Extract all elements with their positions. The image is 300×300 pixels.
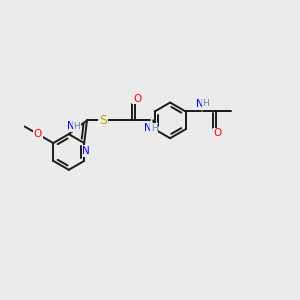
- Text: N: N: [67, 121, 75, 131]
- Text: S: S: [99, 114, 107, 127]
- Text: O: O: [214, 128, 222, 138]
- Text: O: O: [133, 94, 141, 103]
- Text: O: O: [34, 129, 42, 139]
- Text: H: H: [202, 99, 209, 108]
- Text: N: N: [82, 146, 90, 156]
- Text: H: H: [73, 122, 80, 131]
- Text: N: N: [145, 123, 152, 133]
- Text: N: N: [196, 98, 204, 109]
- Text: H: H: [151, 124, 158, 133]
